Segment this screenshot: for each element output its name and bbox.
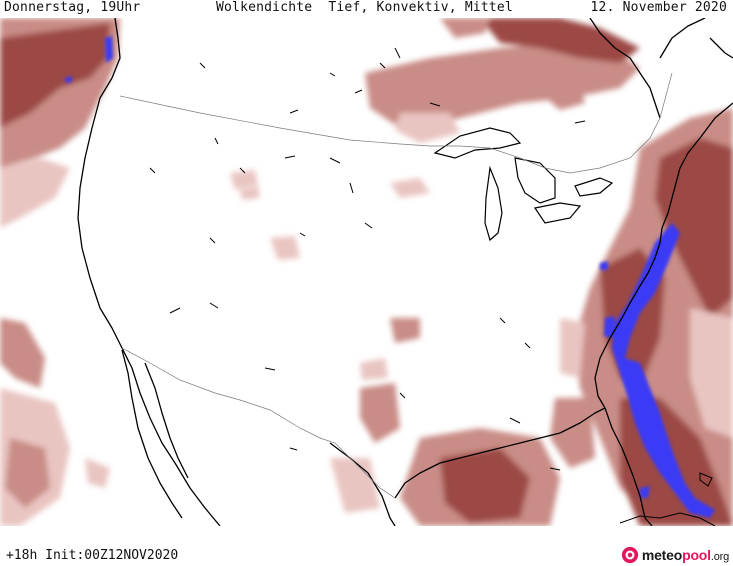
brand-tld: .org [710,551,729,563]
cloud-pacific-sw [0,318,45,388]
coastline-atlantic [594,102,733,379]
inland-water-specks [149,47,716,526]
meteopool-logo[interactable]: meteopool.org [621,544,729,566]
coastline-gulf-of-mexico [329,407,606,526]
brand-name: meteopool.org [642,547,729,563]
cloud-density-map [0,18,733,526]
great-lakes [433,127,614,242]
coastline-gulf-california [144,362,189,479]
cloud-max-core-east-coast [612,223,715,518]
cloud-layer [0,18,733,526]
coastline-layer [77,18,733,526]
map-footer: +18h Init:00Z12NOV2020 meteopool.org [0,526,733,566]
cloud-canada-band [365,43,640,128]
forecast-date: 12. November 2020 [590,0,727,15]
brand-name-part1: meteo [641,547,683,563]
forecast-day-time: Donnerstag, 19Uhr [4,0,141,15]
lake-ontario [574,177,614,197]
coastline-west [77,18,221,526]
cloud-max-core-northwest [105,36,113,63]
map-header: Donnerstag, 19Uhr Wolkendichte Tief, Kon… [0,0,733,18]
coastline-hudson-bay [589,18,661,119]
border-layer [119,72,673,499]
coastline-baja [121,349,183,519]
coastline-florida [594,377,653,526]
product-title: Wolkendichte Tief, Konvektiv, Mittel [216,0,513,15]
meteopool-globe-icon [621,546,638,564]
lake-superior [433,127,522,159]
lake-huron [514,157,556,204]
coastline-labrador [659,18,706,59]
border-us-canada [119,72,673,174]
lake-erie [534,202,582,224]
model-run-info: +18h Init:00Z12NOV2020 [6,548,179,563]
border-us-mexico [121,347,396,499]
lake-michigan [484,165,503,242]
brand-name-part2: pool [682,547,711,563]
